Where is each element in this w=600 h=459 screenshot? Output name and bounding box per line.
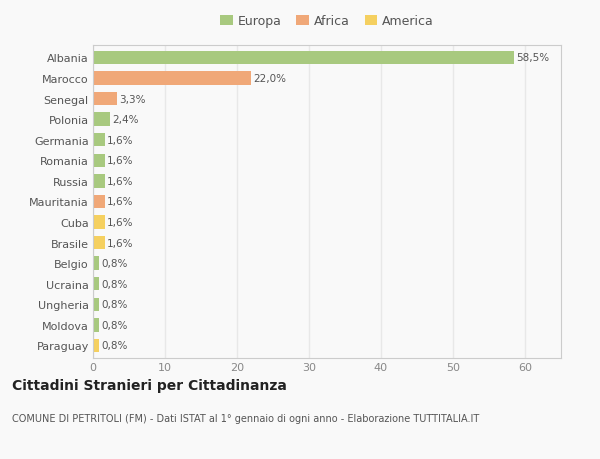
Bar (93, 134, 104, 147)
Bar (93, 175, 104, 188)
Text: 0,8%: 0,8% (101, 258, 127, 269)
Text: 1,6%: 1,6% (107, 176, 133, 186)
Bar (93, 277, 99, 291)
Text: 1,6%: 1,6% (107, 238, 133, 248)
Bar (93, 195, 104, 209)
Bar (93, 51, 514, 65)
Bar (93, 257, 99, 270)
Text: 3,3%: 3,3% (119, 94, 145, 104)
Bar (93, 93, 117, 106)
Text: Cittadini Stranieri per Cittadinanza: Cittadini Stranieri per Cittadinanza (12, 379, 287, 392)
Text: 1,6%: 1,6% (107, 197, 133, 207)
Text: 1,6%: 1,6% (107, 218, 133, 228)
Text: 1,6%: 1,6% (107, 156, 133, 166)
Bar (93, 236, 104, 250)
Bar (93, 319, 99, 332)
Text: 0,8%: 0,8% (101, 300, 127, 310)
Text: 22,0%: 22,0% (254, 74, 287, 84)
Bar (93, 339, 99, 353)
Text: 1,6%: 1,6% (107, 135, 133, 146)
Bar (93, 216, 104, 229)
Text: COMUNE DI PETRITOLI (FM) - Dati ISTAT al 1° gennaio di ogni anno - Elaborazione : COMUNE DI PETRITOLI (FM) - Dati ISTAT al… (12, 413, 479, 423)
Text: 58,5%: 58,5% (517, 53, 550, 63)
Legend: Europa, Africa, America: Europa, Africa, America (215, 11, 439, 34)
Text: 0,8%: 0,8% (101, 320, 127, 330)
Bar (93, 298, 99, 311)
Bar (93, 113, 110, 127)
Text: 0,8%: 0,8% (101, 341, 127, 351)
Text: 0,8%: 0,8% (101, 279, 127, 289)
Text: 2,4%: 2,4% (112, 115, 139, 125)
Bar (93, 72, 251, 85)
Bar (93, 154, 104, 168)
